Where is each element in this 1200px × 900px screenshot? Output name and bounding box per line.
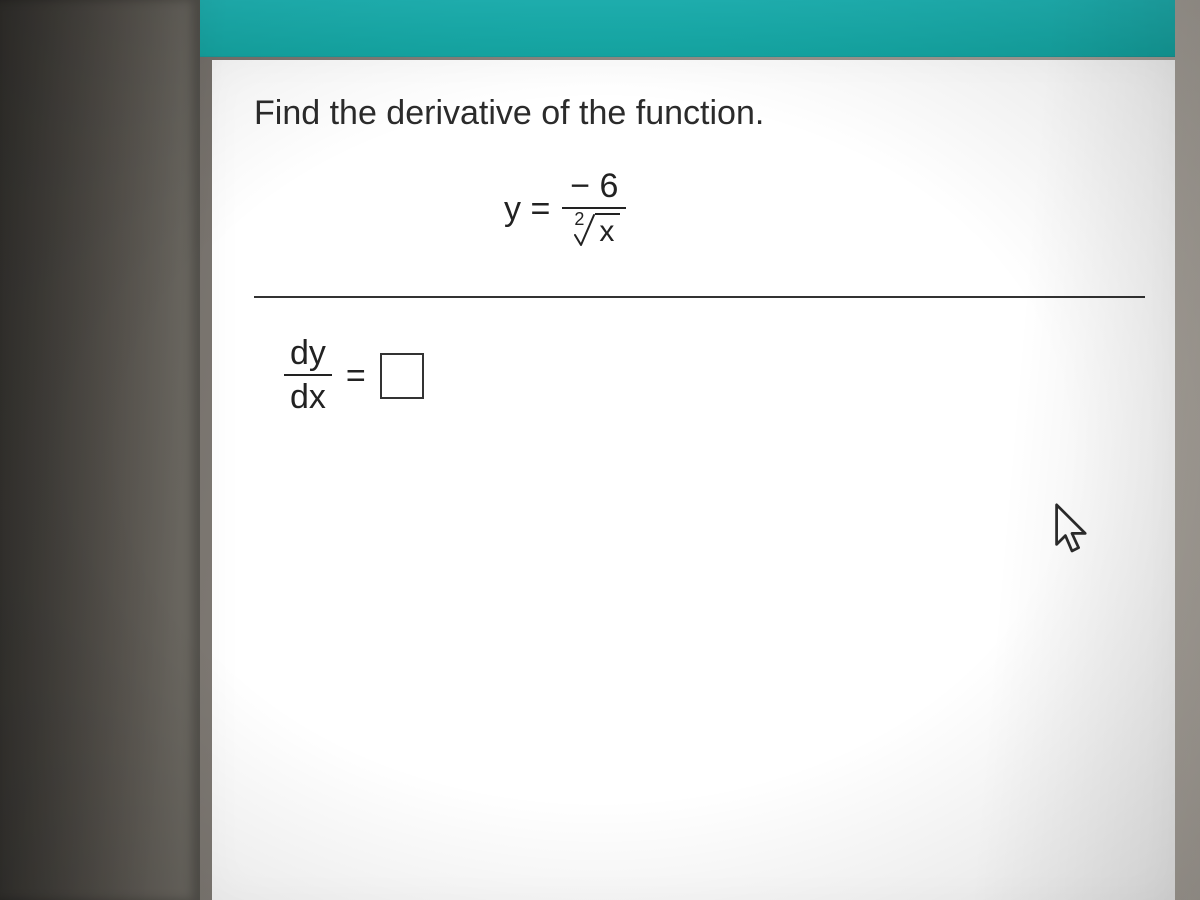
radical-symbol-icon [574, 213, 596, 247]
screen-photo-surround: Find the derivative of the function. y =… [0, 0, 1200, 900]
formula-denominator: 2 x [562, 207, 626, 251]
question-panel: Find the derivative of the function. y =… [212, 60, 1175, 900]
formula-radical: 2 x [568, 213, 620, 247]
answer-input[interactable] [380, 353, 424, 399]
dy-dx-numerator: dy [284, 336, 332, 374]
equals-sign: = [346, 357, 366, 396]
radicand: x [595, 213, 620, 247]
monitor-bezel-left [0, 0, 200, 900]
answer-row: dy dx = [284, 336, 1145, 415]
formula-lhs: y = [504, 190, 550, 229]
app-header-bar [200, 0, 1175, 57]
formula-numerator: − 6 [564, 169, 624, 207]
question-prompt: Find the derivative of the function. [254, 94, 1145, 133]
given-function-formula: y = − 6 2 x [504, 169, 1145, 250]
section-divider [254, 296, 1145, 298]
dy-dx-denominator: dx [284, 374, 332, 416]
dy-dx-fraction: dy dx [284, 336, 332, 415]
formula-fraction: − 6 2 x [562, 169, 626, 250]
